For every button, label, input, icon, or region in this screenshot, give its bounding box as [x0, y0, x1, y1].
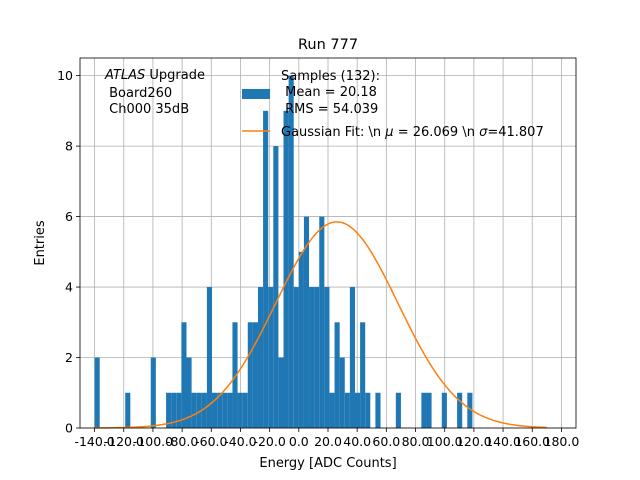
atlas-annotation: ATLAS Upgrade Board260 Ch000 35dB [104, 68, 205, 117]
x-tick-label: 160.0 [514, 434, 550, 449]
x-tick-label: 20.0 [314, 434, 342, 449]
histogram-bar [395, 392, 401, 428]
x-tick-label: 180.0 [544, 434, 580, 449]
histogram-bar [181, 322, 187, 428]
histogram-bar [354, 392, 361, 428]
x-tick-label: 60.0 [372, 434, 400, 449]
histogram-bar [334, 322, 340, 428]
legend-fit-sigma: σ [479, 125, 488, 140]
x-tick-label: 0.0 [289, 434, 309, 449]
histogram-bar [329, 392, 335, 428]
x-axis-label: Energy [ADC Counts] [259, 456, 396, 471]
histogram-bar [191, 392, 197, 428]
x-tick-label: -40.0 [224, 434, 256, 449]
legend-fit-mu: μ [384, 125, 393, 140]
histogram-bar [457, 392, 463, 428]
x-tick-label: -60.0 [195, 434, 227, 449]
histogram-bar [339, 357, 345, 428]
legend-fit-suffix: =41.807 [487, 125, 543, 140]
histogram-bar [232, 322, 238, 428]
histogram-bar [309, 287, 315, 428]
histogram-bar [324, 287, 330, 428]
y-tick-label: 8 [65, 139, 73, 154]
histogram-bar [227, 392, 233, 428]
histogram-bar [344, 392, 350, 428]
histogram-bar [360, 322, 366, 428]
annotation-line-1: ATLAS Upgrade [104, 68, 205, 83]
x-tick-label: 80.0 [402, 434, 430, 449]
histogram-bar [303, 216, 310, 428]
histogram-bar [349, 287, 355, 428]
histogram-bar [319, 216, 325, 428]
y-axis-ticks: 0 2 4 6 8 10 [57, 68, 80, 436]
histogram-bar [171, 392, 177, 428]
histogram-bar [421, 392, 427, 428]
histogram-bar [426, 392, 432, 428]
histogram-bar [263, 110, 269, 428]
legend: Samples (132): Mean = 20.18 RMS = 54.039… [242, 69, 544, 140]
upgrade-label: Upgrade [145, 68, 205, 83]
histogram-bar [365, 392, 371, 428]
x-tick-label: -80.0 [166, 434, 198, 449]
histogram-bar [176, 392, 182, 428]
histogram-bar [125, 392, 131, 428]
histogram-bar [314, 287, 320, 428]
x-tick-label: 40.0 [343, 434, 371, 449]
histogram-bar [196, 392, 202, 428]
histogram-bar [268, 287, 274, 428]
histogram-bar [242, 392, 248, 428]
legend-fit-prefix: Gaussian Fit: \n [281, 125, 385, 140]
y-tick-label: 0 [65, 421, 73, 436]
histogram-bar [298, 251, 304, 428]
histogram-bar [166, 392, 172, 428]
histogram-bar [247, 322, 253, 428]
histogram-bar [217, 392, 223, 428]
histogram-bar [257, 287, 264, 428]
x-tick-label: 140.0 [485, 434, 521, 449]
legend-hist-swatch [242, 89, 270, 99]
histogram-bar [467, 392, 473, 428]
x-axis-ticks: -140.0-120.0-100.0-80.0-60.0-40.0-20.0 0.… [74, 428, 579, 449]
histogram-bar [222, 392, 228, 428]
y-axis-label: Entries [33, 220, 48, 266]
histogram-bar [273, 146, 279, 428]
legend-hist-line-2: Mean = 20.18 [281, 85, 377, 100]
annotation-line-2: Board260 [105, 86, 172, 101]
x-tick-label: -100.0 [133, 434, 173, 449]
histogram-bar [441, 392, 447, 428]
x-tick-label: 100.0 [427, 434, 463, 449]
x-tick-label: -20.0 [253, 434, 285, 449]
legend-hist-line-1: Samples (132): [281, 69, 380, 84]
histogram-bar [206, 287, 213, 428]
histogram-bar [252, 322, 258, 428]
y-tick-label: 6 [65, 209, 73, 224]
legend-fit-mid: = 26.069 \n [394, 125, 480, 140]
y-tick-label: 10 [57, 68, 73, 83]
histogram-bar [94, 357, 100, 428]
histogram-bars [94, 75, 473, 428]
histogram-bar [278, 357, 284, 428]
legend-fit-label: Gaussian Fit: \n μ = 26.069 \n σ=41.807 [281, 125, 544, 140]
legend-hist-line-3: RMS = 54.039 [281, 102, 378, 117]
annotation-line-3: Ch000 35dB [105, 102, 189, 117]
histogram-bar [293, 287, 299, 428]
histogram-bar [237, 392, 243, 428]
histogram-bar [288, 75, 294, 428]
y-tick-label: 2 [65, 350, 73, 365]
histogram-bar [283, 110, 289, 428]
histogram-bar [212, 392, 218, 428]
histogram-bar [150, 357, 156, 428]
histogram-bar [375, 392, 381, 428]
histogram-bar [201, 392, 207, 428]
histogram-bar [186, 357, 192, 428]
x-tick-label: -140.0 [74, 434, 114, 449]
gaussian-fit-curve [94, 221, 547, 429]
chart-title: Run 777 [298, 37, 358, 53]
x-tick-label: 120.0 [456, 434, 492, 449]
atlas-label: ATLAS [104, 68, 145, 83]
y-tick-label: 4 [65, 280, 73, 295]
x-tick-label: -120.0 [104, 434, 144, 449]
